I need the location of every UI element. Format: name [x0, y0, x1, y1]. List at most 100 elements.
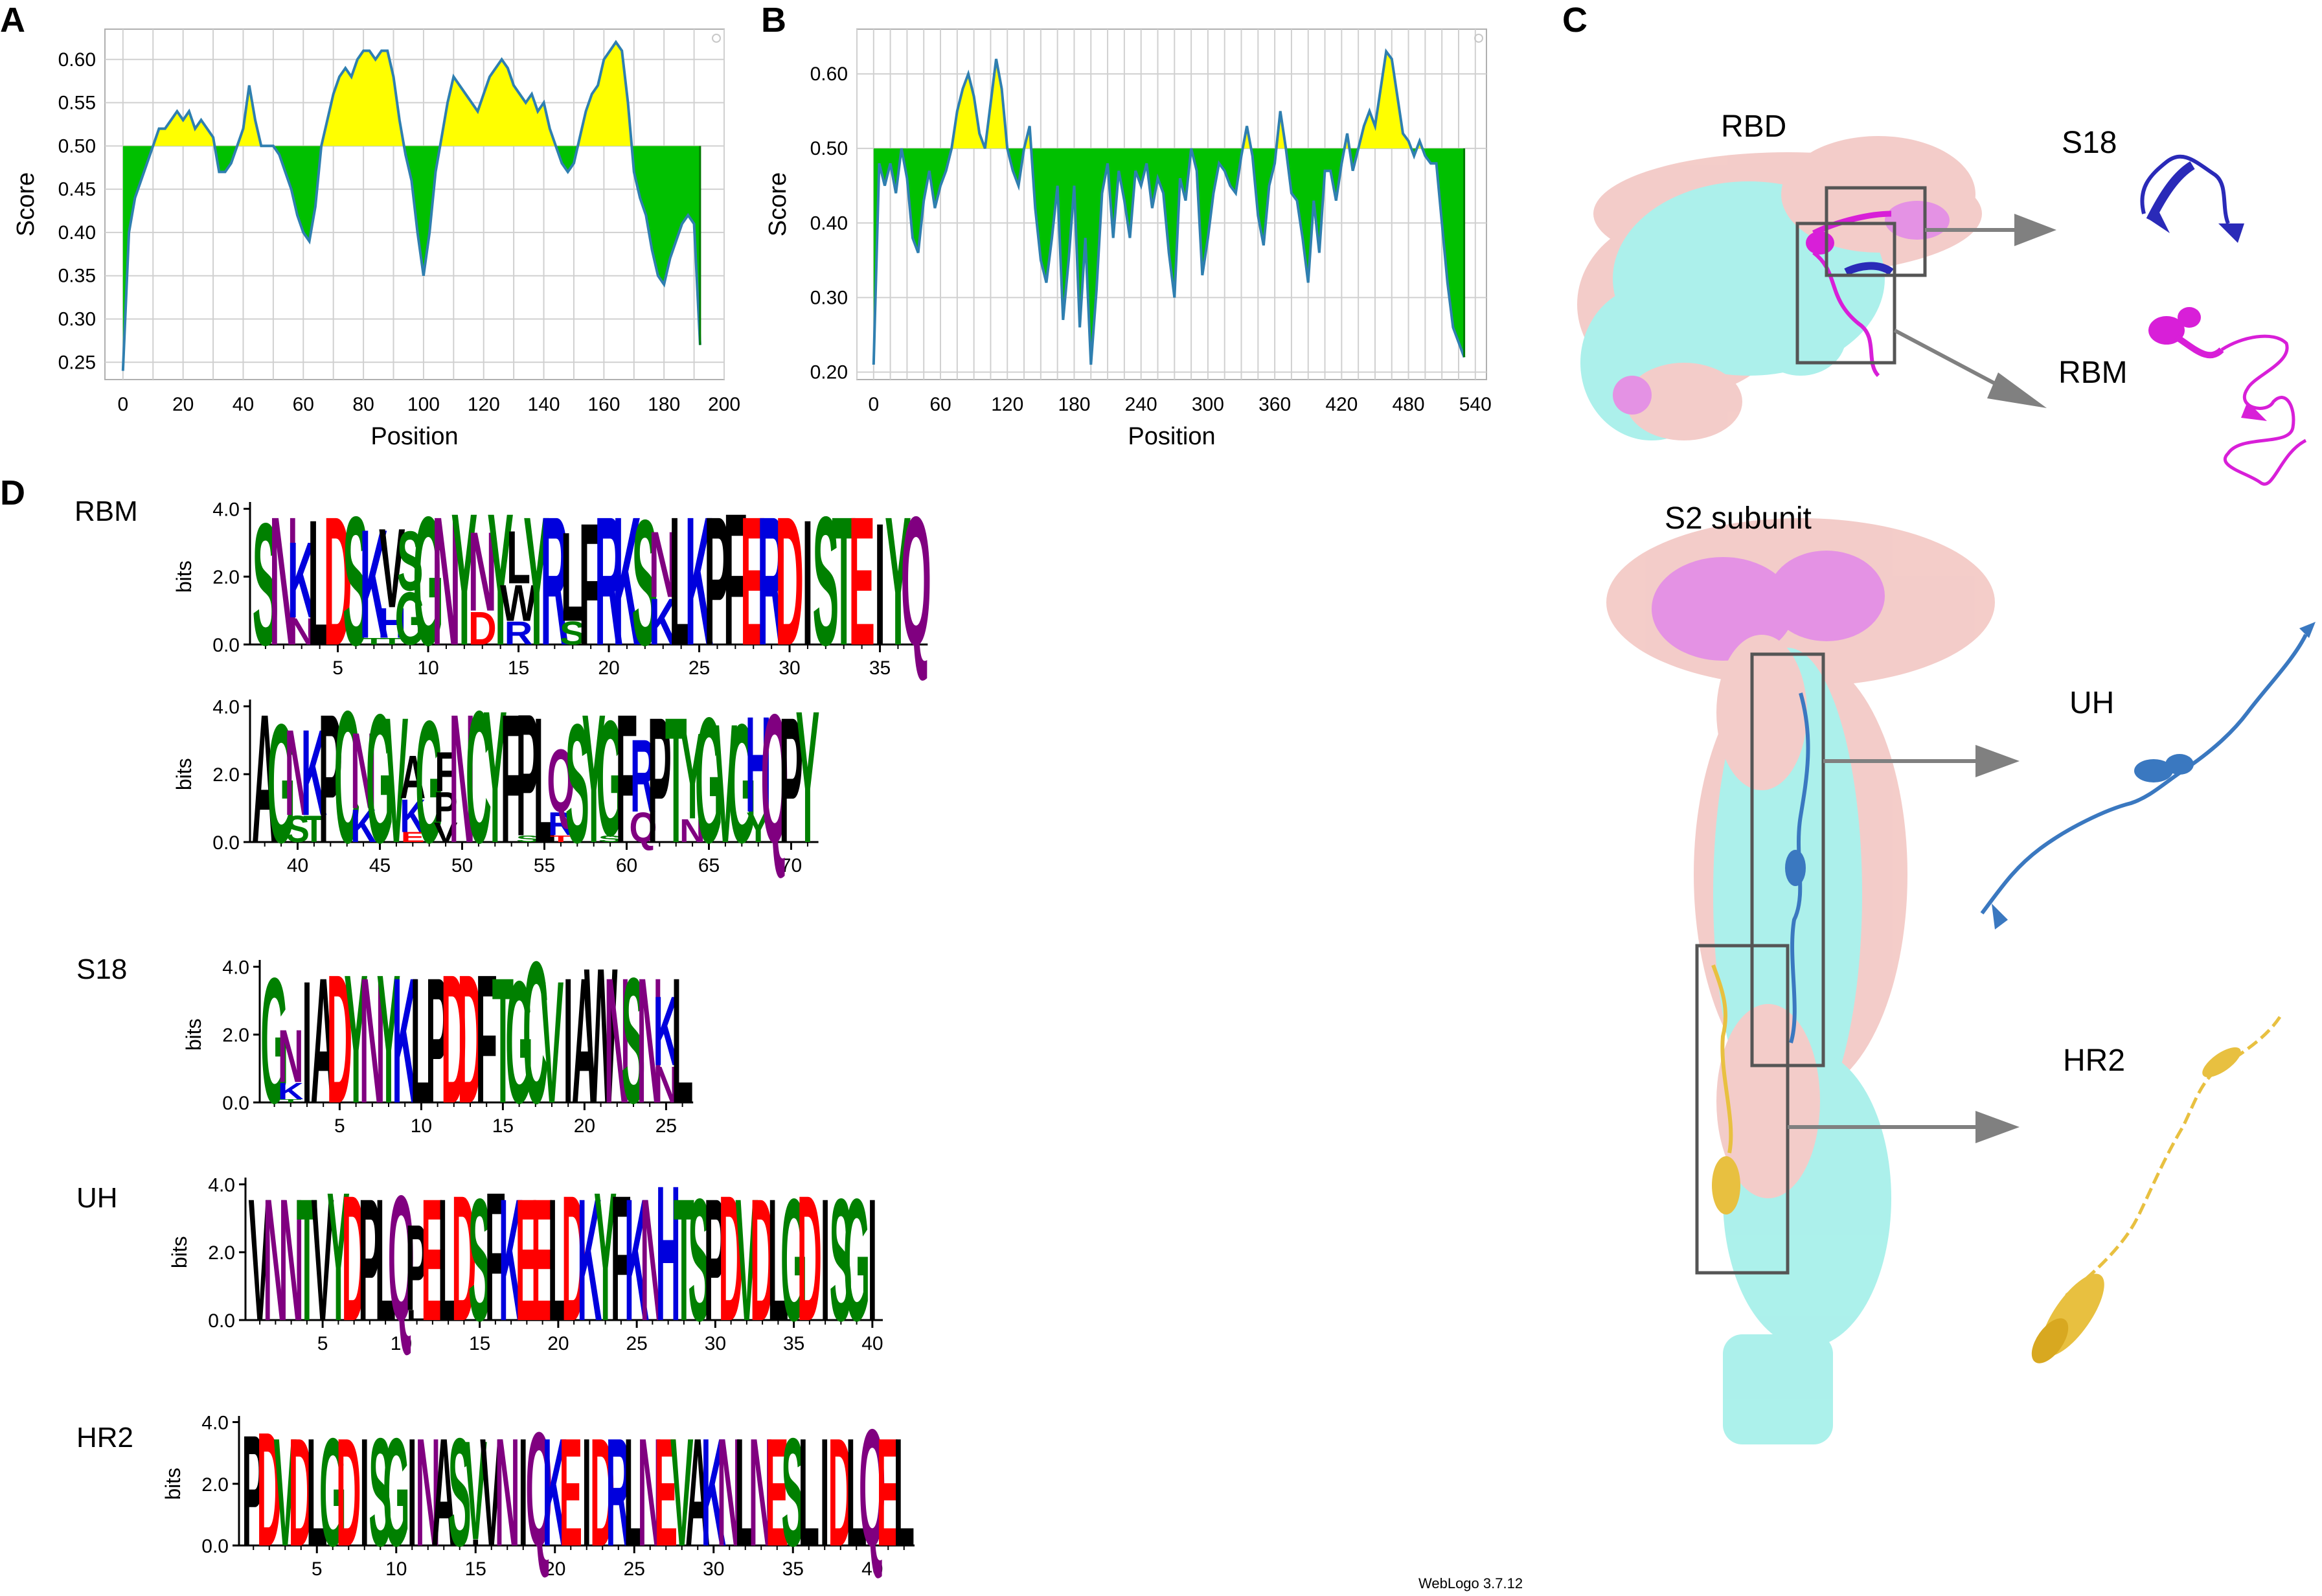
logo-y-label: bits — [182, 1018, 205, 1051]
callout-label-s18: S18 — [2062, 126, 2117, 160]
logo-letter: L — [561, 505, 585, 648]
logo-letter: I — [868, 1163, 878, 1358]
corner-marker — [1474, 34, 1483, 43]
logo-letter: S — [632, 483, 658, 683]
logo-label-rbm: RBM — [74, 496, 138, 527]
logo-letter: Q — [526, 1399, 552, 1580]
y-tick-label: 0.60 — [58, 49, 96, 71]
logo-y-tick-label: 0.0 — [201, 1536, 229, 1557]
logo-x-tick-label: 30 — [705, 1333, 726, 1354]
logo-letter: V — [249, 1163, 271, 1358]
logo-letter: G — [415, 685, 443, 880]
logo-letter: H — [378, 600, 406, 647]
logo-letter: A — [252, 677, 278, 882]
logo-x-tick-label: 20 — [598, 657, 619, 679]
hr2-box — [1695, 944, 1790, 1275]
y-tick-label: 0.40 — [810, 212, 848, 234]
callout-label-rbm: RBM — [2058, 356, 2128, 390]
logo-letter: D — [562, 1159, 586, 1358]
logo-x-tick-label: 35 — [782, 1558, 804, 1580]
y-axis-label: Score — [12, 172, 40, 236]
logo-letter: V — [464, 1411, 487, 1570]
logo-x-tick-label: 30 — [779, 657, 800, 679]
panel-label-b: B — [761, 1, 786, 40]
logo-letter: K — [301, 704, 327, 841]
logo-letter: N — [285, 704, 311, 841]
logo-y-tick-label: 4.0 — [212, 499, 240, 520]
x-tick-label: 60 — [293, 394, 314, 415]
logo-letter: F — [485, 1154, 506, 1360]
logo-letter: S — [565, 690, 589, 879]
logo-letter: D — [451, 1159, 476, 1358]
logo-letter: H — [656, 1146, 681, 1362]
logo-letter: Y — [483, 672, 507, 882]
logo-x-tick-label: 15 — [508, 657, 529, 679]
x-tick-label: 100 — [407, 394, 440, 415]
logo-letter: T — [303, 809, 325, 851]
logo-letter: S — [781, 1406, 804, 1579]
logo-letter: D — [797, 1159, 822, 1358]
logo-letter: I — [359, 1406, 369, 1579]
logo-letter: I — [821, 1163, 830, 1358]
logo-letter: E — [740, 479, 766, 684]
rbd-surface — [1577, 136, 1982, 440]
logo-letter: Y — [451, 474, 477, 685]
logo-letter: T — [492, 942, 514, 1141]
logo-letter: D — [289, 1406, 313, 1579]
logo-label-s18: S18 — [76, 953, 128, 985]
logo-letter: H — [746, 687, 771, 841]
logo-x-tick-label: 5 — [332, 657, 343, 679]
x-axis-label: Position — [370, 423, 458, 450]
y-axis-label: Score — [764, 172, 791, 236]
logo-letter: E — [559, 1406, 582, 1579]
x-axis-label: Position — [1128, 423, 1215, 450]
logo-letter: G — [695, 681, 723, 881]
logo-letter: I — [802, 483, 814, 683]
logo-letter: P — [319, 677, 343, 882]
logo-letter: W — [500, 575, 537, 632]
x-tick-label: 0 — [118, 394, 129, 415]
logo-letter: F — [611, 1159, 632, 1358]
logo-letter: G — [395, 576, 426, 661]
logo-letter: S — [343, 479, 369, 684]
logo-letter: K — [577, 1163, 602, 1358]
score-chart-b: 0 60 120 180 240 300 360 420 480 540 0.20 0.30 0.40 0… — [764, 28, 1492, 450]
logo-letter: S — [622, 942, 646, 1141]
logo-y-tick-label: 2.0 — [222, 1025, 249, 1046]
logo-letter: L — [534, 681, 556, 881]
logo-letter: F — [475, 937, 497, 1143]
logo-x-tick-label: 15 — [469, 1333, 490, 1354]
below-baseline-area — [873, 148, 1464, 365]
logo-letter: K — [350, 800, 376, 852]
x-tick-label: 300 — [1192, 394, 1224, 415]
logo-letter: V — [480, 1406, 503, 1579]
y-tick-label: 0.55 — [58, 93, 96, 114]
x-tick-label: 160 — [587, 394, 620, 415]
logo-letter: L — [798, 1406, 819, 1579]
logo-x-tick-label: 70 — [780, 855, 802, 876]
logo-letter: D — [719, 1159, 744, 1358]
logo-letter: K — [543, 1406, 567, 1579]
logo-letter: Q — [761, 677, 789, 882]
logo-letter: N — [717, 1406, 742, 1579]
logo-x-tick-label: 40 — [861, 1333, 883, 1354]
logo-letter: N — [432, 479, 461, 684]
callout-arrow-s18 — [1925, 214, 2056, 246]
logo-letter: L — [548, 1163, 569, 1358]
x-tick-label: 180 — [1058, 394, 1090, 415]
logo-letter: G — [366, 677, 394, 882]
logo-x-tick-label: 25 — [624, 1558, 645, 1580]
logo-letter: V — [434, 816, 458, 848]
logo-letter: D — [775, 479, 804, 684]
x-tick-label: 20 — [172, 394, 194, 415]
logo-x-tick-label: 20 — [544, 1558, 565, 1580]
structure-panel — [1577, 136, 2316, 1444]
logo-label-uh: UH — [76, 1182, 118, 1214]
logo-letter: V — [713, 690, 737, 879]
s2-inset-ribbons — [1711, 692, 1810, 1214]
x-tick-label: 200 — [708, 394, 740, 415]
